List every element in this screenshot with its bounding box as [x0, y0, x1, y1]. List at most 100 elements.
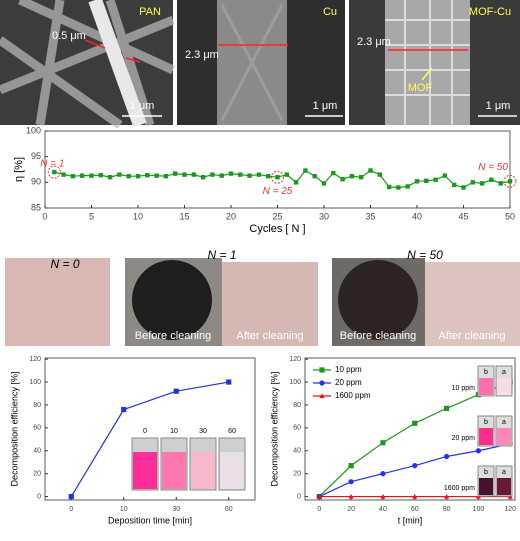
y-tick-label: 120: [29, 356, 41, 363]
marker: [507, 179, 513, 184]
vial-liquid: [162, 452, 186, 489]
marker: [219, 173, 224, 178]
marker: [61, 172, 66, 177]
x-tick-label: 35: [365, 211, 375, 221]
highlight-circle: [271, 170, 284, 184]
marker: [433, 177, 438, 182]
marker: [247, 173, 252, 178]
y-tick-label: 80: [293, 402, 301, 409]
marker: [321, 181, 327, 186]
marker: [475, 448, 482, 454]
y-tick-label: 100: [289, 379, 301, 386]
x-tick-label: 5: [89, 211, 94, 221]
vial-liquid: [497, 428, 511, 445]
marker: [238, 172, 243, 177]
inset-label: 60: [228, 428, 236, 435]
y-tick-label: 100: [26, 125, 41, 135]
marker: [266, 173, 271, 179]
marker: [359, 175, 364, 180]
x-tick-label: 30: [319, 211, 329, 221]
x-tick-label: 120: [504, 506, 516, 513]
x-tick-label: 15: [179, 211, 189, 221]
marker: [284, 172, 289, 177]
x-tick-label: 50: [505, 211, 515, 221]
sem-dimension: 0.5 μm: [52, 30, 86, 42]
marker: [380, 440, 386, 446]
y-tick-label: 95: [31, 151, 41, 161]
vial-liquid: [497, 378, 511, 395]
y-tick-label: 90: [31, 177, 41, 187]
marker: [173, 388, 179, 394]
x-tick-label: 20: [347, 506, 355, 513]
x-tick-label: 100: [473, 506, 485, 513]
marker: [470, 180, 475, 185]
vial-liquid: [220, 452, 244, 489]
photo-caption: Before cleaning: [135, 330, 211, 342]
x-tick-label: 80: [443, 506, 451, 513]
x-tick-label: 0: [317, 506, 321, 513]
y-tick-label: 0: [37, 493, 41, 500]
highlight-circle: [47, 165, 61, 179]
inset-label: 10: [170, 428, 178, 435]
marker: [349, 173, 355, 179]
vial-liquid: [479, 478, 493, 495]
legend-label: 10 ppm: [335, 365, 362, 374]
sem-label: Cu: [323, 6, 337, 18]
marker: [443, 493, 450, 499]
marker: [412, 493, 418, 499]
marker: [80, 173, 85, 178]
x-tick-label: 10: [120, 506, 128, 513]
y-tick-label: 20: [293, 471, 301, 478]
plot-frame: [304, 357, 516, 501]
vial-liquid: [191, 452, 215, 489]
marker: [405, 184, 410, 189]
marker: [386, 184, 392, 190]
marker: [452, 182, 457, 188]
marker: [173, 171, 178, 176]
marker: [145, 172, 150, 178]
annotation: N = 1: [40, 159, 64, 170]
y-axis-label: η [%]: [13, 157, 25, 182]
sem-scale: 1 μm: [486, 100, 511, 112]
x-tick-label: 60: [225, 506, 233, 513]
marker: [191, 172, 196, 177]
photo-caption: After cleaning: [236, 330, 303, 342]
y-tick-label: 80: [33, 402, 41, 409]
annotation: N = 50: [478, 162, 508, 173]
sem-dimension: 2.3 μm: [357, 36, 391, 48]
marker: [182, 172, 187, 177]
marker: [126, 173, 131, 179]
x-tick-label: 40: [379, 506, 387, 513]
marker: [52, 169, 57, 175]
highlight-circle: [503, 174, 517, 188]
marker: [228, 171, 234, 176]
sem-label: MOF-Cu: [469, 6, 511, 18]
inset-label: 10 ppm: [452, 385, 476, 392]
marker: [256, 172, 262, 177]
marker: [461, 185, 466, 190]
inset-label: 30: [199, 428, 207, 435]
marker: [303, 168, 308, 173]
marker: [414, 179, 420, 184]
vial-liquid: [497, 478, 511, 495]
y-axis-label: Decomposition efficiency [%]: [9, 372, 19, 487]
y-tick-label: 60: [33, 425, 41, 432]
y-axis-label: Decomposition efficiency [%]: [269, 372, 279, 487]
x-tick-label: 0: [69, 506, 73, 513]
vial-label: a: [502, 369, 506, 376]
photos: [5, 258, 520, 346]
marker: [412, 463, 418, 469]
vial-label: b: [484, 369, 488, 376]
marker: [117, 172, 122, 177]
marker: [275, 175, 280, 180]
marker: [331, 170, 336, 176]
inset-label: 1600 ppm: [444, 485, 475, 492]
y-tick-label: 120: [289, 356, 301, 363]
marker: [443, 453, 450, 460]
y-tick-label: 100: [29, 379, 41, 386]
marker: [443, 405, 450, 411]
marker: [340, 177, 345, 182]
marker: [377, 172, 382, 177]
x-tick-label: 45: [458, 211, 468, 221]
marker: [479, 181, 485, 186]
